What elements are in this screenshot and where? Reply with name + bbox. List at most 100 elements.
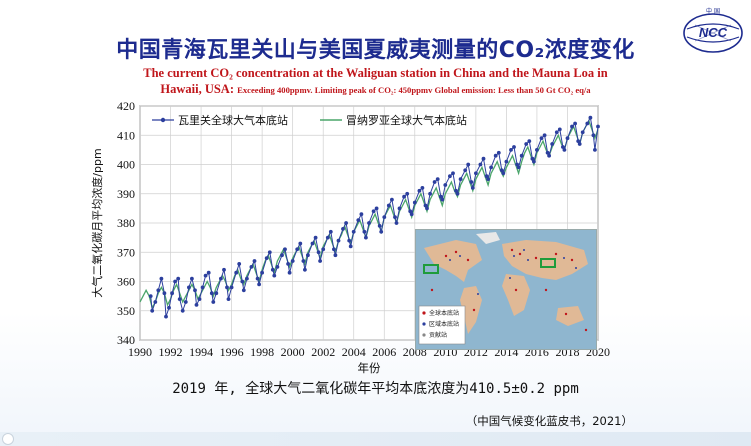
y-tick-label: 370 [117, 245, 135, 259]
data-point-waliguan [576, 139, 581, 144]
data-point-waliguan [203, 273, 208, 278]
data-point-waliguan [234, 270, 239, 275]
data-point-waliguan [176, 276, 181, 281]
data-point-waliguan [264, 256, 269, 260]
data-point-waliguan [420, 186, 425, 190]
data-point-waliguan [283, 247, 287, 252]
station-map-inset: 全球本底站 区域本底站 贡献站 [415, 229, 597, 350]
data-point-waliguan [306, 253, 310, 258]
data-point-waliguan [173, 279, 178, 284]
data-point-waliguan [535, 148, 539, 152]
data-point-waliguan [321, 247, 326, 252]
data-point-waliguan [177, 297, 182, 301]
data-point-waliguan [443, 183, 448, 187]
series-waliguan [148, 115, 600, 319]
data-point-waliguan [214, 291, 219, 296]
data-point-waliguan [318, 259, 322, 263]
data-point-waliguan [466, 162, 471, 167]
data-point-waliguan [542, 133, 547, 138]
data-point-waliguan [596, 124, 600, 129]
source-citation: （中国气候变化蓝皮书，2021） [465, 414, 633, 428]
data-point-waliguan [379, 229, 384, 234]
data-point-waliguan [545, 150, 550, 155]
data-point-waliguan [333, 253, 338, 258]
data-point-waliguan [451, 171, 455, 176]
data-point-waliguan [509, 148, 513, 152]
data-point-waliguan [310, 241, 315, 246]
data-point-waliguan [280, 253, 284, 258]
y-axis-label: 大气二氧化碳月平均浓度/ppm [90, 148, 104, 297]
data-point-waliguan [194, 303, 199, 307]
data-point-waliguan [286, 262, 290, 266]
data-point-waliguan [359, 212, 364, 217]
data-point-waliguan [356, 218, 361, 223]
y-tick-label: 390 [117, 187, 135, 201]
data-point-waliguan [527, 139, 532, 144]
data-point-waliguan [394, 221, 399, 225]
data-point-waliguan [341, 227, 345, 231]
data-point-waliguan [515, 162, 519, 167]
data-point-waliguan [316, 250, 321, 255]
data-point-waliguan [519, 153, 524, 158]
data-point-waliguan [474, 171, 478, 176]
ncc-logo: NCC 中 国 [683, 7, 743, 53]
data-point-waliguan [547, 153, 551, 158]
data-point-waliguan [585, 121, 590, 126]
data-point-waliguan [272, 273, 277, 278]
data-point-waliguan [591, 133, 596, 138]
map-legend-regional: 区域本底站 [429, 320, 459, 328]
data-point-waliguan [270, 267, 275, 272]
data-point-waliguan [245, 276, 249, 281]
data-point-waliguan [454, 188, 458, 193]
data-point-waliguan [512, 145, 516, 149]
data-point-waliguan [580, 130, 585, 135]
footer-band [0, 432, 751, 446]
data-point-waliguan [187, 285, 191, 290]
x-axis-label: 年份 [358, 361, 381, 375]
data-point-waliguan [257, 282, 261, 287]
data-point-waliguan [504, 159, 509, 164]
data-point-waliguan [252, 259, 257, 263]
data-point-waliguan [561, 145, 565, 149]
y-tick-label: 350 [117, 304, 135, 318]
data-point-waliguan [499, 168, 504, 173]
series-maunaloa [139, 118, 599, 310]
y-tick-label: 410 [117, 128, 135, 142]
data-point-waliguan [153, 300, 158, 304]
data-point-waliguan [455, 191, 460, 196]
data-point-waliguan [364, 235, 368, 240]
data-point-waliguan [458, 177, 463, 182]
data-point-waliguan [557, 127, 562, 132]
data-point-waliguan [539, 136, 544, 141]
data-point-waliguan [162, 291, 167, 296]
y-tick-label: 340 [117, 333, 135, 347]
data-point-waliguan [428, 191, 432, 196]
data-point-waliguan [524, 142, 529, 146]
x-tick-label: 2004 [342, 345, 366, 359]
legend-label-waliguan: 瓦里关全球大气本底站 [178, 113, 288, 127]
data-point-waliguan [313, 235, 318, 240]
x-tick-label: 2002 [311, 345, 335, 359]
data-point-waliguan [287, 270, 292, 275]
data-point-waliguan [362, 229, 367, 234]
x-tick-label: 1996 [220, 345, 244, 359]
data-point-waliguan [260, 270, 264, 275]
data-point-waliguan [180, 308, 185, 313]
data-point-waliguan [249, 265, 254, 269]
data-point-waliguan [588, 115, 593, 120]
chart-legend: 瓦里关全球大气本底站 冒纳罗亚全球大气本底站 [152, 113, 467, 127]
data-point-waliguan [275, 265, 280, 269]
data-point-waliguan [344, 221, 348, 225]
data-point-waliguan [593, 148, 597, 152]
slide-title: 中国青海瓦里关山与美国夏威夷测量的CO₂浓度变化 [116, 38, 635, 63]
footer-circle-icon [2, 433, 14, 445]
data-point-waliguan [440, 197, 445, 202]
logo-top-text: 中 国 [706, 7, 720, 15]
legend-label-maunaloa: 冒纳罗亚全球大气本底站 [346, 113, 467, 127]
data-point-waliguan [150, 308, 155, 313]
data-point-waliguan [470, 186, 475, 190]
data-point-waliguan [295, 247, 300, 252]
x-tick-label: 2000 [281, 345, 305, 359]
world-map: 全球本底站 区域本底站 贡献站 [416, 230, 596, 349]
data-point-waliguan [402, 194, 406, 199]
